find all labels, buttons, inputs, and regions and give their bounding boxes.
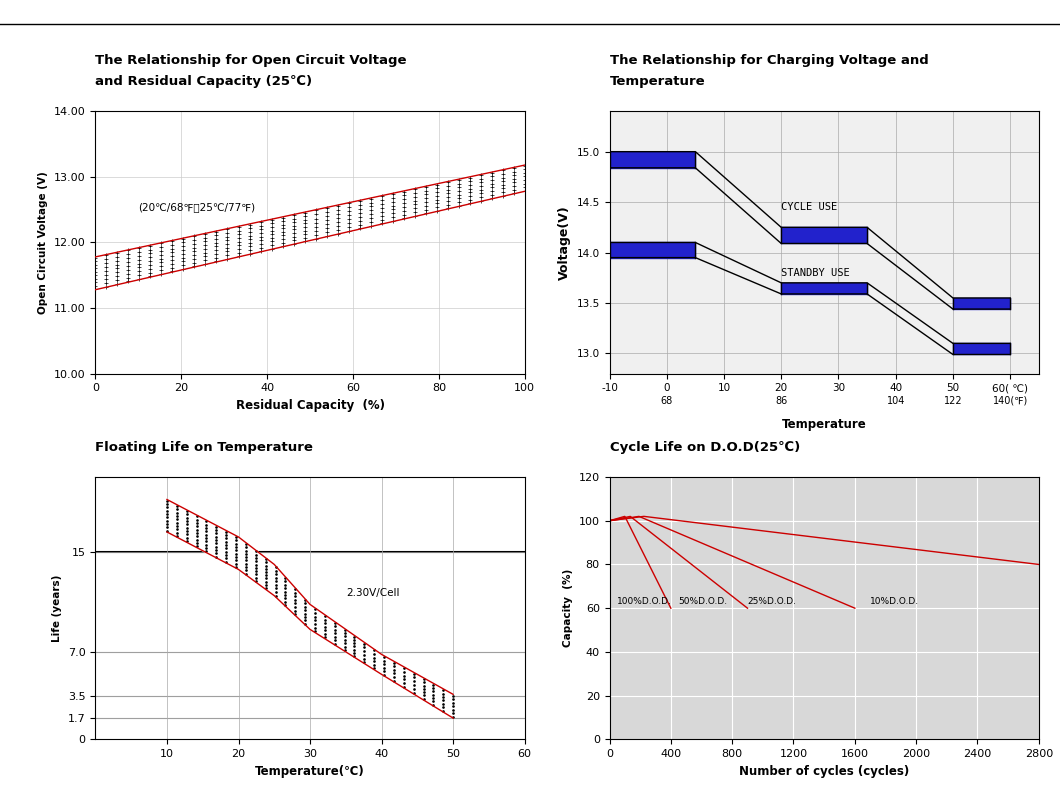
Text: The Relationship for Charging Voltage and: The Relationship for Charging Voltage an… (610, 53, 929, 67)
X-axis label: Temperature(℃): Temperature(℃) (255, 765, 365, 778)
Y-axis label: Life (years): Life (years) (52, 575, 63, 642)
Text: 140(℉): 140(℉) (992, 396, 1028, 406)
Y-axis label: Voltage(V): Voltage(V) (558, 205, 571, 280)
Text: 25%D.O.D.: 25%D.O.D. (747, 597, 796, 606)
Text: The Relationship for Open Circuit Voltage: The Relationship for Open Circuit Voltag… (95, 53, 407, 67)
Text: 104: 104 (886, 396, 905, 406)
X-axis label: Temperature: Temperature (782, 418, 866, 432)
Text: 86: 86 (775, 396, 788, 406)
Text: Floating Life on Temperature: Floating Life on Temperature (95, 440, 314, 454)
Text: Cycle Life on D.O.D(25℃): Cycle Life on D.O.D(25℃) (610, 440, 799, 454)
Text: 50%D.O.D.: 50%D.O.D. (678, 597, 727, 606)
Text: Temperature: Temperature (610, 75, 705, 88)
Y-axis label: Open Circuit Voltage (V): Open Circuit Voltage (V) (38, 171, 49, 314)
X-axis label: Number of cycles (cycles): Number of cycles (cycles) (739, 765, 909, 778)
Y-axis label: Capacity  (%): Capacity (%) (563, 569, 573, 647)
Text: and Residual Capacity (25℃): and Residual Capacity (25℃) (95, 75, 313, 88)
X-axis label: Residual Capacity  (%): Residual Capacity (%) (235, 399, 385, 412)
Text: 2.30V/Cell: 2.30V/Cell (346, 588, 400, 598)
Text: 10%D.O.D.: 10%D.O.D. (870, 597, 919, 606)
Text: STANDBY USE: STANDBY USE (781, 268, 850, 277)
Text: CYCLE USE: CYCLE USE (781, 202, 837, 212)
Text: 68: 68 (660, 396, 673, 406)
Text: 122: 122 (943, 396, 962, 406)
Text: (20℃/68℉～25℃/77℉): (20℃/68℉～25℃/77℉) (138, 202, 255, 211)
Text: 100%D.O.D.: 100%D.O.D. (617, 597, 672, 606)
